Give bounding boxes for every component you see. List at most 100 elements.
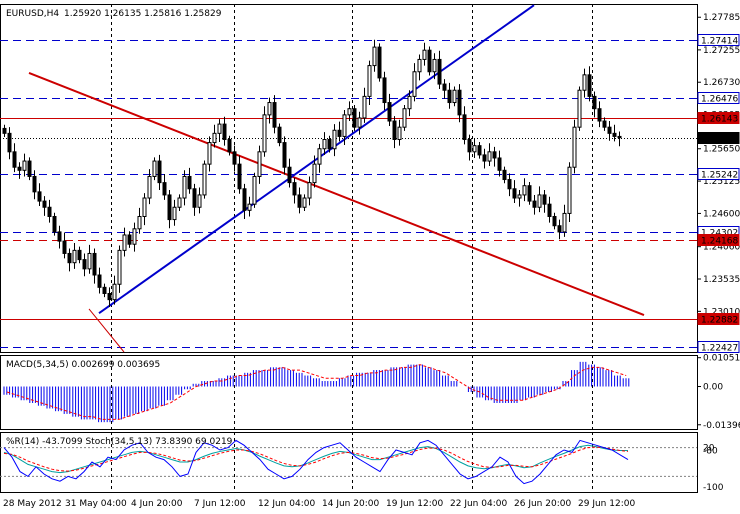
candle-body — [572, 126, 577, 168]
price-tick-label: 1.23010 — [703, 307, 740, 317]
candle-body — [612, 132, 617, 137]
candle-body — [327, 139, 332, 150]
candle-body — [562, 212, 567, 233]
time-separators — [111, 4, 593, 492]
candle-body — [587, 74, 592, 97]
candle-body — [432, 58, 437, 73]
candle-body — [232, 151, 237, 165]
candle-body — [127, 234, 132, 245]
pane-frame — [0, 432, 698, 493]
level-tag-label: 1.24302 — [701, 229, 738, 239]
chart-ohlc: 1.25920 1.26135 1.25816 1.25829 — [64, 9, 222, 19]
candle-body — [117, 249, 122, 285]
candle-body — [152, 160, 157, 177]
candle-body — [272, 102, 277, 128]
time-label: 26 Jun 20:00 — [514, 499, 571, 509]
candle-body — [352, 108, 357, 128]
candle-body — [402, 108, 407, 128]
time-label: 22 Jun 04:00 — [450, 499, 507, 509]
macd-tick-label: 0.00 — [703, 383, 723, 393]
candle-body — [467, 139, 472, 153]
candle-body — [522, 185, 527, 196]
candle-body — [122, 234, 127, 251]
candle-body — [242, 188, 247, 211]
candle-body — [192, 188, 197, 208]
candle-body — [477, 145, 482, 156]
candle-body — [12, 151, 17, 168]
candle-body — [277, 126, 282, 144]
candle-body — [487, 151, 492, 162]
candle-body — [262, 114, 267, 153]
candle-body — [217, 123, 222, 134]
candle-body — [372, 46, 377, 67]
candle-body — [292, 182, 297, 196]
candle-body — [287, 166, 292, 184]
oscillator-pane: 20-80 -100 — [0, 439, 724, 493]
candle-body — [2, 127, 7, 134]
candle-body — [57, 231, 62, 242]
time-axis: 28 May 2012 31 May 04:00 4 Jun 20:00 7 Jun … — [3, 499, 635, 509]
candle-body — [427, 49, 432, 73]
oscillator-tick-label: -100 — [703, 483, 724, 493]
candle-body — [307, 182, 312, 199]
chart-symbol: EURUSD,H4 — [6, 9, 59, 19]
candle-body — [472, 145, 477, 153]
level-tags: 1.27414 1.26476 1.26143 1.25829 1.25242 1.243… — [697, 34, 740, 354]
candle-body — [252, 175, 257, 205]
level-tag-label: 1.25829 — [701, 135, 738, 145]
candle-body — [407, 95, 412, 110]
time-label: 28 May 2012 — [3, 499, 62, 509]
trendline[interactable] — [98, 4, 535, 315]
candle-body — [27, 160, 32, 177]
candle-body — [72, 249, 77, 264]
candle-body — [547, 203, 552, 217]
candle-body — [357, 117, 362, 128]
price-tick-label: 1.23535 — [703, 275, 740, 285]
candle-body — [537, 194, 542, 208]
candle-body — [437, 58, 442, 85]
candle-body — [37, 191, 42, 202]
candle-body — [607, 126, 612, 134]
candle-body — [347, 108, 352, 116]
candle-body — [552, 215, 557, 227]
candle-body — [302, 197, 307, 208]
level-tag-label: 1.24168 — [701, 237, 738, 247]
candle-body — [342, 114, 347, 137]
candle-body — [582, 74, 587, 91]
candle-body — [17, 166, 22, 171]
candle-body — [322, 139, 327, 150]
candle-body — [527, 185, 532, 202]
candle-body — [462, 114, 467, 141]
level-tag-box — [697, 234, 740, 246]
candle-body — [42, 200, 47, 208]
price-tick-label: 1.25650 — [703, 145, 740, 155]
level-tag-box — [697, 313, 740, 325]
candle-body — [167, 194, 172, 221]
candle-body — [422, 49, 427, 60]
candle-body — [412, 71, 417, 97]
trendline[interactable] — [88, 308, 125, 353]
candle-body — [382, 77, 387, 104]
candle-body — [67, 252, 72, 264]
candle-body — [482, 154, 487, 162]
candle-body — [592, 95, 597, 110]
candle-body — [617, 135, 622, 139]
candle-body — [237, 163, 242, 190]
candle-body — [62, 240, 67, 254]
candle-body — [377, 46, 382, 79]
trendlines[interactable] — [28, 4, 645, 353]
candle-body — [512, 188, 517, 199]
candle-body — [7, 132, 12, 153]
trendline[interactable] — [28, 72, 645, 316]
candle-body — [132, 228, 137, 245]
level-tag-label: 1.26476 — [701, 95, 738, 105]
price-tick-label: 1.27785 — [703, 13, 740, 23]
candle-body — [177, 197, 182, 208]
level-tag-label: 1.27414 — [701, 37, 738, 47]
level-tag-label: 1.22427 — [701, 344, 738, 354]
candle-body — [247, 203, 252, 211]
candle-body — [557, 225, 562, 233]
price-tick-label: 1.26730 — [703, 78, 740, 88]
